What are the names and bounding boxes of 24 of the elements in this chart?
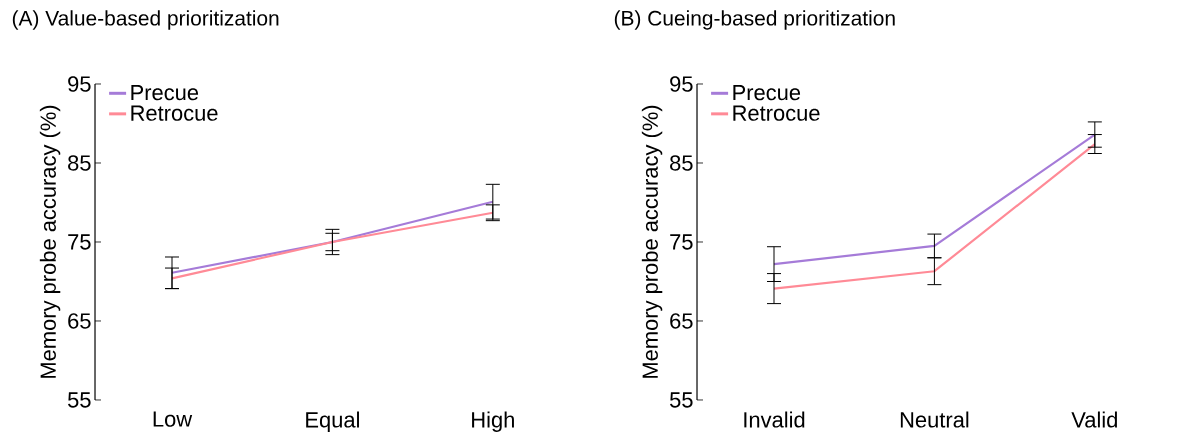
chart-title: (B) Cueing-based prioritization	[614, 10, 895, 30]
y-tick-label: 95	[670, 76, 693, 92]
y-tick-label: 65	[670, 313, 693, 329]
x-tick-label: Low	[153, 411, 193, 427]
x-tick-label: Valid	[1071, 411, 1117, 428]
y-axis-title: Memory probe accuracy (%)	[641, 105, 663, 378]
y-tick-label: 85	[68, 155, 91, 171]
legend-label: Retrocue	[733, 105, 820, 121]
x-tick-label: Equal	[306, 411, 359, 432]
y-tick-label: 75	[68, 234, 91, 250]
y-axis-title: Memory probe accuracy (%)	[39, 105, 61, 378]
y-tick-label: 85	[670, 155, 693, 171]
y-tick-label: 65	[68, 313, 91, 329]
x-tick-label: Neutral	[900, 411, 969, 428]
y-tick-label: 55	[669, 392, 693, 408]
y-tick-label: 75	[670, 234, 693, 250]
legend-label: Retrocue	[131, 105, 218, 121]
x-tick-label: Invalid	[744, 411, 805, 428]
legend-label: Precue	[733, 85, 801, 101]
y-tick-label: 95	[68, 76, 91, 92]
y-tick-label: 55	[67, 392, 91, 408]
legend-label: Precue	[131, 85, 199, 101]
x-tick-label: High	[472, 411, 514, 432]
chart-title: (A) Value-based prioritization	[12, 10, 279, 30]
